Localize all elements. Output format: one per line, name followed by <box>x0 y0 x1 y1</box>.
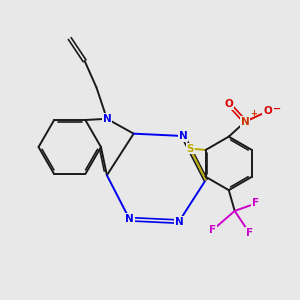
Text: N: N <box>179 131 188 141</box>
Text: O: O <box>263 106 272 116</box>
Text: F: F <box>252 199 259 208</box>
Text: N: N <box>175 217 183 226</box>
Text: N: N <box>103 114 111 124</box>
Text: F: F <box>209 225 216 235</box>
Text: F: F <box>246 228 253 238</box>
Text: S: S <box>186 143 194 154</box>
Text: N: N <box>125 214 134 224</box>
Text: +: + <box>250 109 257 118</box>
Text: N: N <box>241 117 250 127</box>
Text: O: O <box>224 99 233 109</box>
Text: −: − <box>273 103 281 113</box>
